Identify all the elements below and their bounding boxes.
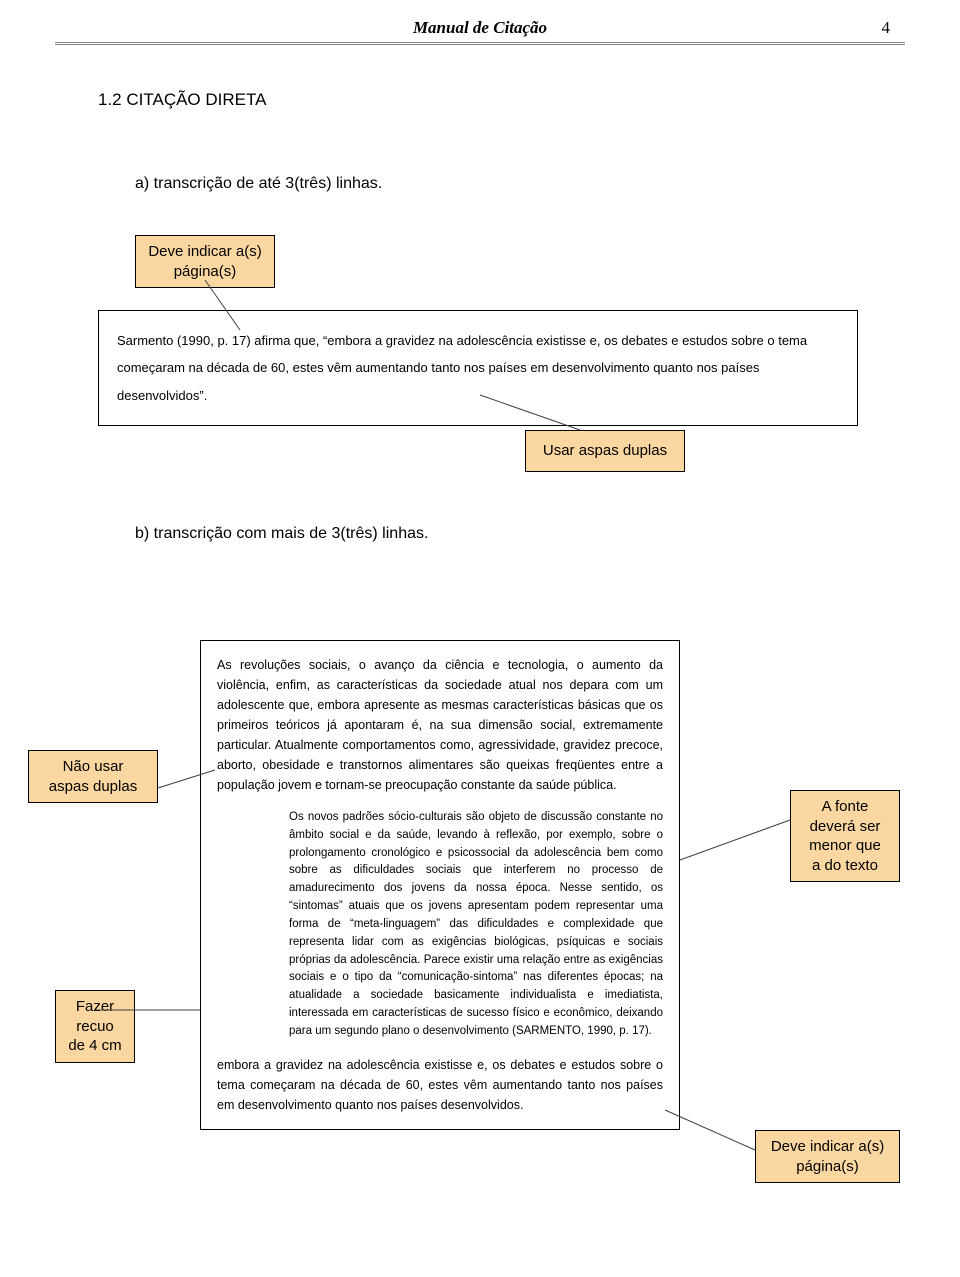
callout-fazer-recuo: Fazer recuo de 4 cm: [55, 990, 135, 1063]
callout-indicar-pagina: Deve indicar a(s) página(s): [135, 235, 275, 288]
example-text-1: Sarmento (1990, p. 17) afirma que, “embo…: [117, 333, 807, 403]
callout-nao-usar-aspas: Não usar aspas duplas: [28, 750, 158, 803]
list-item-a: a) transcrição de até 3(três) linhas.: [135, 175, 382, 193]
header-divider: [55, 42, 905, 45]
section-title: 1.2 CITAÇÃO DIRETA: [98, 90, 266, 110]
page-number: 4: [882, 18, 891, 38]
example-box-short-quote: Sarmento (1990, p. 17) afirma que, “embo…: [98, 310, 858, 426]
callout-indicar-pagina-2: Deve indicar a(s) página(s): [755, 1130, 900, 1183]
callout-usar-aspas: Usar aspas duplas: [525, 430, 685, 472]
example2-para2: Os novos padrões sócio-culturais são obj…: [289, 809, 663, 1041]
page-header-title: Manual de Citação: [0, 18, 960, 38]
example2-para1: As revoluções sociais, o avanço da ciênc…: [217, 655, 663, 795]
example-box-long-quote: As revoluções sociais, o avanço da ciênc…: [200, 640, 680, 1130]
list-item-b: b) transcrição com mais de 3(três) linha…: [135, 525, 428, 543]
callout-fonte-menor: A fonte deverá ser menor que a do texto: [790, 790, 900, 882]
example2-para3: embora a gravidez na adolescência existi…: [217, 1055, 663, 1115]
